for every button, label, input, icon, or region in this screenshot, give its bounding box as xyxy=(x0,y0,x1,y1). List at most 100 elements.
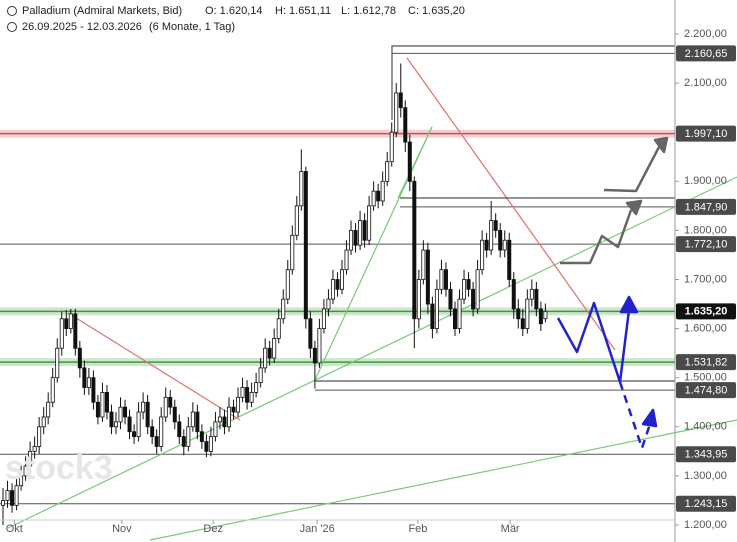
candle-body xyxy=(312,347,317,364)
candle-body xyxy=(439,269,444,290)
candle-body xyxy=(159,416,164,447)
x-tick-label: Dez xyxy=(203,523,223,535)
trend-line xyxy=(397,126,433,199)
candle-body xyxy=(177,421,182,438)
candle-body xyxy=(163,396,168,418)
level-label-box xyxy=(676,236,736,253)
candle-body xyxy=(358,220,363,246)
candle-body xyxy=(19,475,24,487)
candle-body xyxy=(425,249,430,305)
y-tick-label: 2.200,00 xyxy=(684,28,727,40)
ohlc-label: L: 1.612,78 xyxy=(341,5,396,17)
candle-body xyxy=(471,288,476,310)
level-label-box xyxy=(676,198,736,215)
candle-body xyxy=(5,490,10,501)
candle-body xyxy=(28,450,33,467)
candle-body xyxy=(55,347,60,379)
trend-line xyxy=(314,126,433,381)
y-tick-label: 1.200,00 xyxy=(684,519,727,531)
candle-body xyxy=(0,500,6,506)
candle-body xyxy=(23,465,28,477)
candles xyxy=(0,63,548,525)
candle-body xyxy=(37,426,42,447)
candle-body xyxy=(226,406,231,428)
candle-body xyxy=(520,318,525,330)
candle-body xyxy=(321,308,326,330)
candle-body xyxy=(263,347,268,369)
candle-body xyxy=(308,318,313,349)
candle-body xyxy=(195,411,200,433)
y-tick-label: 1.500,00 xyxy=(684,372,727,384)
candle-body xyxy=(114,421,119,428)
level-label-box xyxy=(676,354,736,371)
candle-body xyxy=(362,220,367,241)
candle-body xyxy=(475,269,480,310)
candle-body xyxy=(349,230,354,251)
candle-body xyxy=(46,401,51,418)
date-range: 26.09.2025 - 12.03.2026 xyxy=(22,21,142,33)
candle-body xyxy=(434,288,439,330)
candle-body xyxy=(64,318,69,330)
level-label: 1.997,10 xyxy=(685,128,728,140)
arrow xyxy=(603,146,661,193)
candle-body xyxy=(303,171,308,320)
level-label: 1.635,20 xyxy=(685,306,728,318)
candle-body xyxy=(462,279,467,300)
candle-body xyxy=(186,426,191,447)
candle-body xyxy=(109,411,114,428)
candle-body xyxy=(127,416,132,433)
candle-body xyxy=(344,249,349,271)
y-tick-label: 1.300,00 xyxy=(684,470,727,482)
candle-body xyxy=(141,401,146,413)
candle-body xyxy=(299,171,304,207)
x-tick-label: Feb xyxy=(408,523,427,535)
candle-body xyxy=(452,308,457,330)
arrowhead xyxy=(653,136,669,154)
level-label: 1.343,95 xyxy=(685,449,728,461)
candle-body xyxy=(154,436,159,447)
x-tick-label: Okt xyxy=(6,523,23,535)
candle-body xyxy=(272,338,277,359)
arrow xyxy=(618,381,652,450)
trend-line xyxy=(7,176,737,529)
candle-body xyxy=(145,401,150,428)
candle-body xyxy=(502,239,507,251)
scenario-arrows xyxy=(556,136,669,450)
candle-body xyxy=(68,313,73,330)
level-label-box xyxy=(676,303,736,320)
candle-body xyxy=(150,426,155,438)
candle-body xyxy=(317,328,322,364)
candle-body xyxy=(217,416,222,423)
candle-body xyxy=(330,279,335,300)
ohlc-label: C: 1.635,20 xyxy=(408,5,465,17)
candle-body xyxy=(290,234,295,271)
candle-body xyxy=(457,298,462,330)
candle-body xyxy=(136,411,141,438)
level-label: 1.531,82 xyxy=(685,356,728,368)
candle-body xyxy=(443,269,448,290)
level-label: 1.847,90 xyxy=(685,201,728,213)
level-label-box xyxy=(676,125,736,142)
candle-body xyxy=(199,431,204,442)
candle-body xyxy=(466,279,471,290)
level-label-box xyxy=(676,495,736,512)
candle-body xyxy=(123,406,128,418)
x-tick-label: Mär xyxy=(501,523,520,535)
period: (6 Monate, 1 Tag) xyxy=(149,21,235,33)
candle-body xyxy=(394,92,399,133)
trend-line xyxy=(406,57,616,351)
candle-body xyxy=(516,308,521,320)
ohlc-label: O: 1.620,14 xyxy=(205,5,263,17)
candle-body xyxy=(208,436,213,452)
candle-body xyxy=(538,308,543,325)
candle-body xyxy=(222,416,227,428)
arrowhead xyxy=(619,295,639,314)
y-tick-label: 2.100,00 xyxy=(684,77,727,89)
candle-body xyxy=(82,367,87,388)
candle-body xyxy=(245,387,250,403)
candle-body xyxy=(254,382,259,393)
level-label-box xyxy=(676,45,736,62)
candle-body xyxy=(104,392,109,413)
candle-body xyxy=(231,406,236,413)
